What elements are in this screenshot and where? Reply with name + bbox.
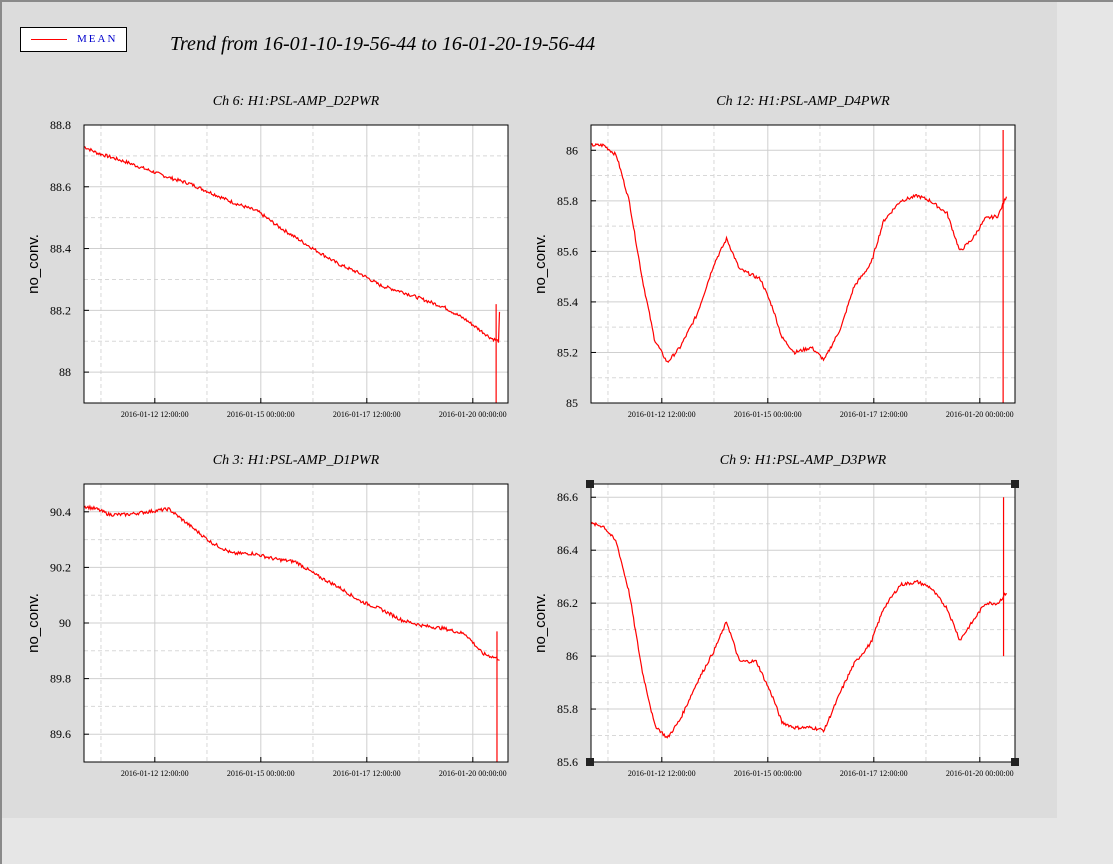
y-tick-label: 90.4 [50, 505, 71, 519]
y-tick-label: 88.6 [50, 180, 71, 194]
y-tick-label: 90 [59, 616, 71, 630]
x-tick-label: 2016-01-17 12:00:00 [333, 410, 401, 419]
y-tick-label: 88.4 [50, 242, 71, 256]
plot-area [591, 484, 1015, 762]
chart-ch6[interactable]: 88 88.2 88.4 88.6 88.8 2016-01-12 12:00:00 201… [20, 115, 520, 425]
panel-title-ch9: Ch 9: H1:PSL-AMP_D3PWR [719, 453, 887, 468]
series-line-mean [590, 521, 1008, 739]
x-tick-label: 2016-01-17 12:00:00 [840, 410, 908, 419]
y-tick-label: 88.8 [50, 118, 71, 132]
y-tick-label: 85 [566, 396, 578, 410]
x-tick-label: 2016-01-15 00:00:00 [734, 769, 802, 778]
y-tick-label: 89.8 [50, 672, 71, 686]
x-tick-label: 2016-01-20 00:00:00 [439, 769, 507, 778]
y-tick-label: 85.8 [557, 194, 578, 208]
series-line-mean [83, 504, 500, 661]
legend-label: MEAN [77, 33, 118, 45]
panel-title-ch12: Ch 12: H1:PSL-AMP_D4PWR [716, 94, 890, 109]
series-line-mean [83, 146, 501, 343]
x-tick-label: 2016-01-12 12:00:00 [121, 769, 189, 778]
chart-ch12[interactable]: 85 85.2 85.4 85.6 85.8 86 2016-01-12 12:00:00 2… [527, 115, 1027, 425]
y-tick-label: 89.6 [50, 727, 71, 741]
resize-handle-bottom-left[interactable] [586, 758, 594, 766]
x-tick-label: 2016-01-15 00:00:00 [227, 769, 295, 778]
y-tick-label: 85.4 [557, 295, 578, 309]
x-tick-label: 2016-01-20 00:00:00 [946, 769, 1014, 778]
x-tick-label: 2016-01-15 00:00:00 [227, 410, 295, 419]
x-tick-label: 2016-01-12 12:00:00 [628, 410, 696, 419]
main-title: Trend from 16-01-10-19-56-44 to 16-01-20… [170, 33, 596, 55]
resize-handle-top-left[interactable] [586, 480, 594, 488]
x-tick-label: 2016-01-20 00:00:00 [439, 410, 507, 419]
y-tick-label: 85.8 [557, 702, 578, 716]
y-tick-label: 86.2 [557, 596, 578, 610]
x-tick-label: 2016-01-12 12:00:00 [628, 769, 696, 778]
plot-border [83, 483, 509, 763]
y-tick-label: 86.6 [557, 490, 578, 504]
panel-title-ch6: Ch 6: H1:PSL-AMP_D2PWR [212, 94, 380, 109]
x-tick-label: 2016-01-17 12:00:00 [333, 769, 401, 778]
y-tick-label: 90.2 [50, 560, 71, 574]
y-tick-label: 88 [59, 365, 71, 379]
resize-handle-top-right[interactable] [1011, 480, 1019, 488]
x-tick-label: 2016-01-17 12:00:00 [840, 769, 908, 778]
y-tick-label: 85.6 [557, 755, 578, 769]
y-axis-label: no_conv. [25, 593, 42, 653]
panel-title-ch3: Ch 3: H1:PSL-AMP_D1PWR [212, 453, 380, 468]
y-tick-label: 86 [566, 649, 578, 663]
y-axis-label: no_conv. [25, 234, 42, 294]
y-tick-label: 85.6 [557, 244, 578, 258]
y-tick-label: 85.2 [557, 345, 578, 359]
y-tick-label: 86 [566, 143, 578, 157]
x-tick-label: 2016-01-20 00:00:00 [946, 410, 1014, 419]
legend-swatch [31, 39, 67, 40]
chart-ch3[interactable]: 89.6 89.8 90 90.2 90.4 2016-01-12 12:00:00 201… [20, 475, 520, 785]
y-axis-label: no_conv. [532, 234, 549, 294]
series-line-mean [590, 143, 1008, 363]
plot-border [590, 483, 1016, 763]
plot-border [83, 124, 509, 404]
x-tick-label: 2016-01-12 12:00:00 [121, 410, 189, 419]
y-axis-label: no_conv. [532, 593, 549, 653]
plot-area [84, 125, 508, 403]
x-tick-label: 2016-01-15 00:00:00 [734, 410, 802, 419]
y-tick-label: 88.2 [50, 303, 71, 317]
resize-handle-bottom-right[interactable] [1011, 758, 1019, 766]
y-tick-label: 86.4 [557, 543, 578, 557]
plot-border [590, 124, 1016, 404]
plot-area [591, 125, 1015, 403]
chart-ch9[interactable]: 85.6 85.8 86 86.2 86.4 86.6 2016-01-12 12:00:0… [527, 475, 1027, 785]
legend: MEAN [20, 27, 127, 52]
